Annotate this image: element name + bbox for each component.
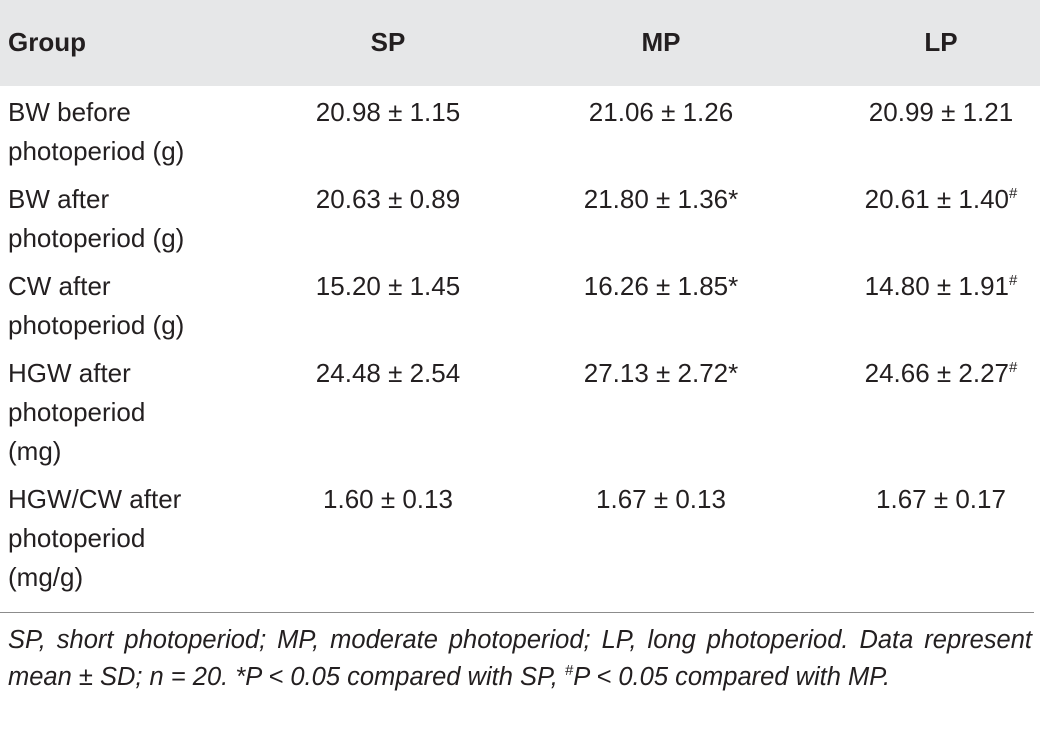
row-label-line: (mg/g): [8, 562, 84, 592]
header-sp: SP: [370, 27, 406, 57]
row-label-line: (mg): [8, 436, 62, 466]
cell-lp: 20.61 ± 1.40#: [826, 180, 1040, 223]
row-label-line: photoperiod: [8, 397, 146, 427]
cell-sp: 1.60 ± 0.13: [273, 480, 503, 523]
footnote-hash-mark: #: [564, 662, 574, 679]
row-label-line: CW after: [8, 271, 111, 301]
cell-mp: 27.13 ± 2.72*: [546, 354, 776, 393]
cell-value: 21.06 ± 1.26: [588, 97, 734, 127]
cell-value: 1.67 ± 0.13: [596, 484, 726, 514]
cell-value: 20.63 ± 0.89: [315, 184, 461, 214]
row-label-bw-before: BW before photoperiod (g): [8, 93, 184, 171]
table-footnote: SP, short photoperiod; MP, moderate phot…: [8, 622, 1032, 699]
significance-mark: *: [728, 358, 739, 388]
cell-lp: 1.67 ± 0.17: [826, 480, 1040, 523]
cell-mp: 21.06 ± 1.26: [546, 93, 776, 136]
cell-mp: 21.80 ± 1.36*: [546, 180, 776, 219]
cell-sp: 24.48 ± 2.54: [273, 354, 503, 397]
row-label-cw-after: CW after photoperiod (g): [8, 267, 184, 345]
row-label-line: photoperiod: [8, 523, 146, 553]
cell-sp: 20.98 ± 1.15: [273, 93, 503, 136]
cell-value: 24.48 ± 2.54: [315, 358, 461, 388]
cell-value: 27.13 ± 2.72: [583, 358, 729, 388]
cell-value: 14.80 ± 1.91: [864, 271, 1010, 301]
cell-lp: 14.80 ± 1.91#: [826, 267, 1040, 310]
cell-value: 24.66 ± 2.27: [864, 358, 1010, 388]
significance-mark: #: [1009, 272, 1018, 289]
row-label-line: HGW/CW after: [8, 484, 182, 514]
row-label-line: photoperiod (g): [8, 310, 185, 340]
cell-lp: 20.99 ± 1.21: [826, 93, 1040, 136]
cell-value: 21.80 ± 1.36: [583, 184, 729, 214]
cell-value: 16.26 ± 1.85: [583, 271, 729, 301]
cell-value: 15.20 ± 1.45: [315, 271, 461, 301]
header-group: Group: [8, 27, 86, 57]
cell-value: 20.61 ± 1.40: [864, 184, 1010, 214]
footnote-text: SP, short photoperiod; MP, moderate phot…: [8, 626, 1032, 691]
significance-mark: *: [728, 184, 739, 214]
row-label-line: BW before: [8, 97, 131, 127]
cell-value: 20.98 ± 1.15: [315, 97, 461, 127]
header-lp: LP: [924, 27, 958, 57]
cell-lp: 24.66 ± 2.27#: [826, 354, 1040, 397]
cell-sp: 15.20 ± 1.45: [273, 267, 503, 310]
header-mp: MP: [641, 27, 681, 57]
row-label-bw-after: BW after photoperiod (g): [8, 180, 184, 258]
footnote-text-end: P < 0.05 compared with MP.: [573, 663, 891, 691]
table-bottom-rule: [0, 612, 1034, 613]
row-label-hgw-after: HGW after photoperiod (mg): [8, 354, 145, 471]
significance-mark: #: [1009, 359, 1018, 376]
row-label-line: photoperiod (g): [8, 136, 185, 166]
row-label-hgw-cw-after: HGW/CW after photoperiod (mg/g): [8, 480, 181, 597]
cell-sp: 20.63 ± 0.89: [273, 180, 503, 223]
significance-mark: #: [1009, 185, 1018, 202]
cell-value: 1.67 ± 0.17: [876, 484, 1006, 514]
row-label-line: BW after: [8, 184, 110, 214]
significance-mark: *: [728, 271, 739, 301]
cell-mp: 1.67 ± 0.13: [546, 480, 776, 523]
row-label-line: photoperiod (g): [8, 223, 185, 253]
table-header-row: [0, 0, 1040, 86]
cell-value: 1.60 ± 0.13: [323, 484, 453, 514]
cell-mp: 16.26 ± 1.85*: [546, 267, 776, 306]
row-label-line: HGW after: [8, 358, 131, 388]
cell-value: 20.99 ± 1.21: [868, 97, 1014, 127]
